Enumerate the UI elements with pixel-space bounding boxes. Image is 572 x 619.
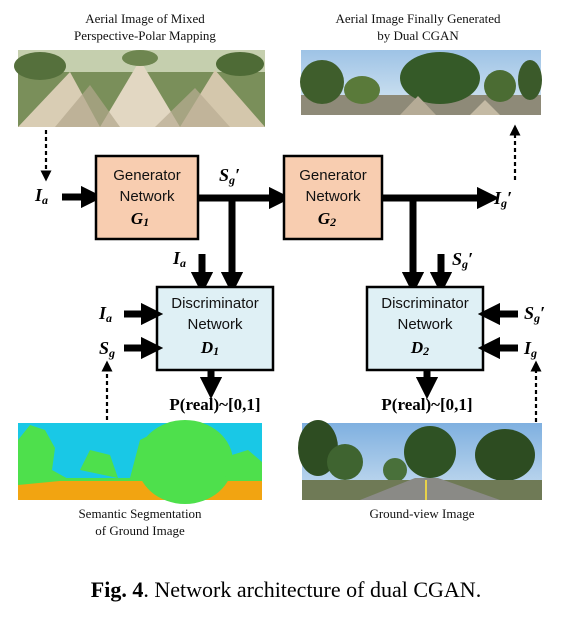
- figure-caption-label: Fig. 4: [90, 577, 144, 602]
- ia-left-d1-label: Ia: [98, 303, 112, 325]
- g2-symbol: G2: [318, 209, 336, 229]
- aerial-mixed-mapping-image: [14, 50, 265, 127]
- g2-line1: Generator: [299, 167, 367, 184]
- d1-rect: [155, 285, 275, 372]
- generator-g2-box: Generator Network G2: [282, 154, 384, 241]
- bottom-right-caption: Ground-view Image: [369, 506, 474, 521]
- sg-prime-top-d2-label: Sg′: [452, 249, 473, 271]
- top-left-caption-line1: Aerial Image of Mixed: [85, 11, 205, 26]
- g2-rect: [282, 154, 384, 241]
- d2-rect: [365, 285, 485, 372]
- ig-prime-label: Ig′: [493, 188, 512, 210]
- d1-output-label: P(real)~[0,1]: [169, 395, 260, 414]
- ig-right-d2-label: Ig: [523, 338, 537, 360]
- d1-symbol: D1: [200, 338, 219, 358]
- d1-line1: Discriminator: [171, 295, 259, 312]
- sg-left-d1-label: Sg: [99, 338, 115, 360]
- g1-rect: [94, 154, 200, 241]
- figure-caption-text: . Network architecture of dual CGAN.: [143, 577, 482, 602]
- top-right-caption-line1: Aerial Image Finally Generated: [336, 11, 501, 26]
- discriminator-d1-box: Discriminator Network D1: [155, 285, 275, 372]
- g2-line2: Network: [305, 188, 361, 205]
- top-left-caption-line2: Perspective-Polar Mapping: [74, 28, 216, 43]
- sg-prime-right-d2-label: Sg′: [524, 303, 545, 325]
- sg-prime-label: Sg′: [219, 165, 240, 187]
- generator-g1-box: Generator Network G1: [94, 154, 200, 241]
- g1-symbol: G1: [131, 209, 149, 229]
- d2-symbol: D2: [410, 338, 429, 358]
- bottom-left-caption-line1: Semantic Segmentation: [78, 506, 202, 521]
- bottom-left-caption-line2: of Ground Image: [95, 523, 185, 538]
- generated-aerial-image: [300, 50, 542, 115]
- ground-view-image: [298, 420, 542, 500]
- d2-output-label: P(real)~[0,1]: [381, 395, 472, 414]
- ia-label: Ia: [34, 185, 48, 207]
- discriminator-d2-box: Discriminator Network D2: [365, 285, 485, 372]
- semantic-segmentation-image: [18, 420, 262, 504]
- g1-line2: Network: [119, 188, 175, 205]
- g1-line1: Generator: [113, 167, 181, 184]
- figure-caption: Fig. 4. Network architecture of dual CGA…: [0, 577, 572, 603]
- d1-line2: Network: [187, 316, 243, 333]
- top-right-caption-line2: by Dual CGAN: [377, 28, 459, 43]
- ia-top-d1-label: Ia: [172, 248, 186, 270]
- d2-line2: Network: [397, 316, 453, 333]
- d2-line1: Discriminator: [381, 295, 469, 312]
